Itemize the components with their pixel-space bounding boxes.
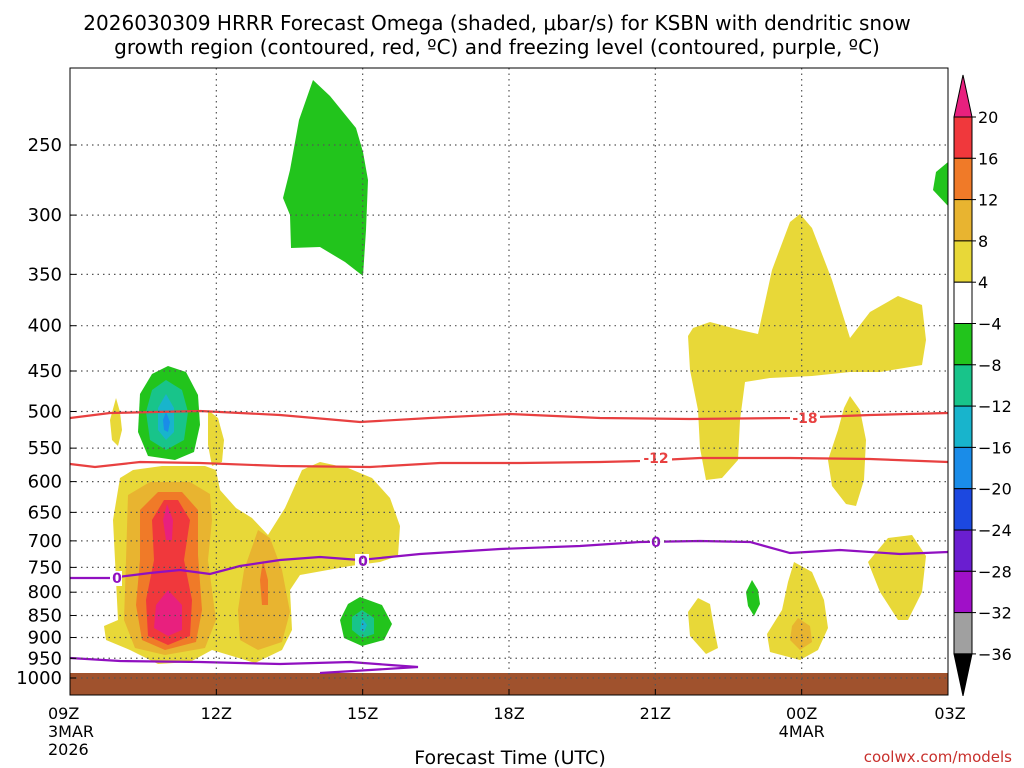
x-tick-label: 12Z [201,704,232,723]
y-tick-label: 750 [28,557,62,578]
contour-lines [70,409,948,675]
contour-line-minus12 [70,456,948,469]
colorbar-label: 4 [978,273,988,292]
ascent-region-right-low2 [767,562,828,660]
y-tick-label: 250 [28,135,62,156]
x-tick-label: 03Z [934,704,965,723]
y-tick-label: 500 [28,402,62,423]
grid-lines [70,68,948,695]
x-tick-date: 3MAR [48,722,94,741]
colorbar-label: 12 [978,191,998,210]
colorbar-label: −36 [978,645,1012,664]
ascent-region-right-upper [688,214,926,480]
x-tick-label: 09Z [48,704,79,723]
colorbar-label: 8 [978,232,988,251]
y-tick-label: 900 [28,627,62,648]
descent-bullseye-870-cyan [360,618,367,632]
ascent-region-left-yellow-tiny [110,398,122,446]
y-tick-label: 850 [28,606,62,627]
colorbar-label: 20 [978,108,998,127]
y-tick-label: 350 [28,264,62,285]
ascent-lobe-gold-right [790,618,812,650]
colorbar-swatch [953,405,973,448]
contour-label-minus18: -18 [792,411,817,427]
x-tick-label: 18Z [493,704,524,723]
contour-label-minus12: -12 [643,451,668,467]
descent-spot-right [746,580,760,616]
colorbar-label: 16 [978,149,998,168]
contour-line-freezing [70,539,948,580]
ascent-region-right-low3 [688,598,718,654]
colorbar-swatch [953,157,973,201]
x-tick-label: 15Z [347,704,378,723]
colorbar-label: −16 [978,438,1012,457]
y-tick-label: 300 [28,205,62,226]
colorbar-swatch [953,488,973,531]
ascent-region-right-mid [828,396,866,506]
colorbar-swatch [953,612,973,655]
ascent-lobe-orange-middle [260,560,268,605]
x-axis-label: Forecast Time (UTC) [414,747,605,768]
x-tick-label: 21Z [640,704,671,723]
descent-bullseye-500-blue [163,412,170,432]
colorbar-swatch [953,364,973,407]
colorbar-label: −20 [978,480,1012,499]
colorbar-swatch [953,446,973,490]
descent-region-upper [283,80,368,276]
colorbar-label: −32 [978,604,1012,623]
contour-label-zero-2: 0 [358,554,368,570]
y-tick-label: 550 [28,438,62,459]
colorbar-swatch [953,199,973,242]
colorbar-swatch [953,323,973,366]
x-tick-year: 2026 [48,740,89,759]
y-tick-label: 950 [28,648,62,669]
y-tick-label: 400 [28,316,62,337]
colorbar-top-arrow [953,74,973,118]
ascent-core-magenta-lower [154,590,182,636]
colorbar-label: −24 [978,521,1012,540]
x-tick-label: 00Z [786,704,817,723]
colorbar-swatch [953,240,973,283]
ascent-core-magenta-upper [163,504,173,540]
y-tick-label: 700 [28,531,62,552]
x-tick-date: 4MAR [779,722,825,741]
chart-title-line1: 2026030309 HRRR Forecast Omega (shaded, … [83,11,910,35]
chart-title-line2: growth region (contoured, red, ºC) and f… [114,35,880,59]
omega-shading [104,80,948,664]
y-tick-label: 450 [28,361,62,382]
colorbar-swatch [953,116,973,159]
y-tick-label: 800 [28,582,62,603]
colorbar-label: −28 [978,562,1012,581]
contour-labels: -18 -12 0 0 0 [110,410,820,587]
colorbar-label: −12 [978,397,1012,416]
source-credit: coolwx.com/models [864,748,1012,766]
y-axis: 2503003504004505005506006507007508008509… [16,135,76,689]
y-tick-label: 650 [28,502,62,523]
contour-label-zero-1: 0 [112,571,122,587]
colorbar: 20 16 12 8 4 −4 −8 −12 −16 −20 −24 −28 −32 −36 [953,74,1012,697]
descent-region-right-edge [933,162,948,206]
colorbar-swatch [953,529,973,572]
contour-label-zero-3: 0 [651,535,661,551]
colorbar-label: −4 [978,315,1002,334]
colorbar-label: −8 [978,356,1002,375]
y-tick-label: 600 [28,472,62,493]
ascent-region-right-low1 [868,535,926,620]
contour-line-freezing-surface [70,656,419,675]
colorbar-swatch [953,281,973,325]
colorbar-swatch [953,570,973,614]
colorbar-bottom-arrow [953,653,973,697]
y-tick-label: 1000 [16,668,62,689]
